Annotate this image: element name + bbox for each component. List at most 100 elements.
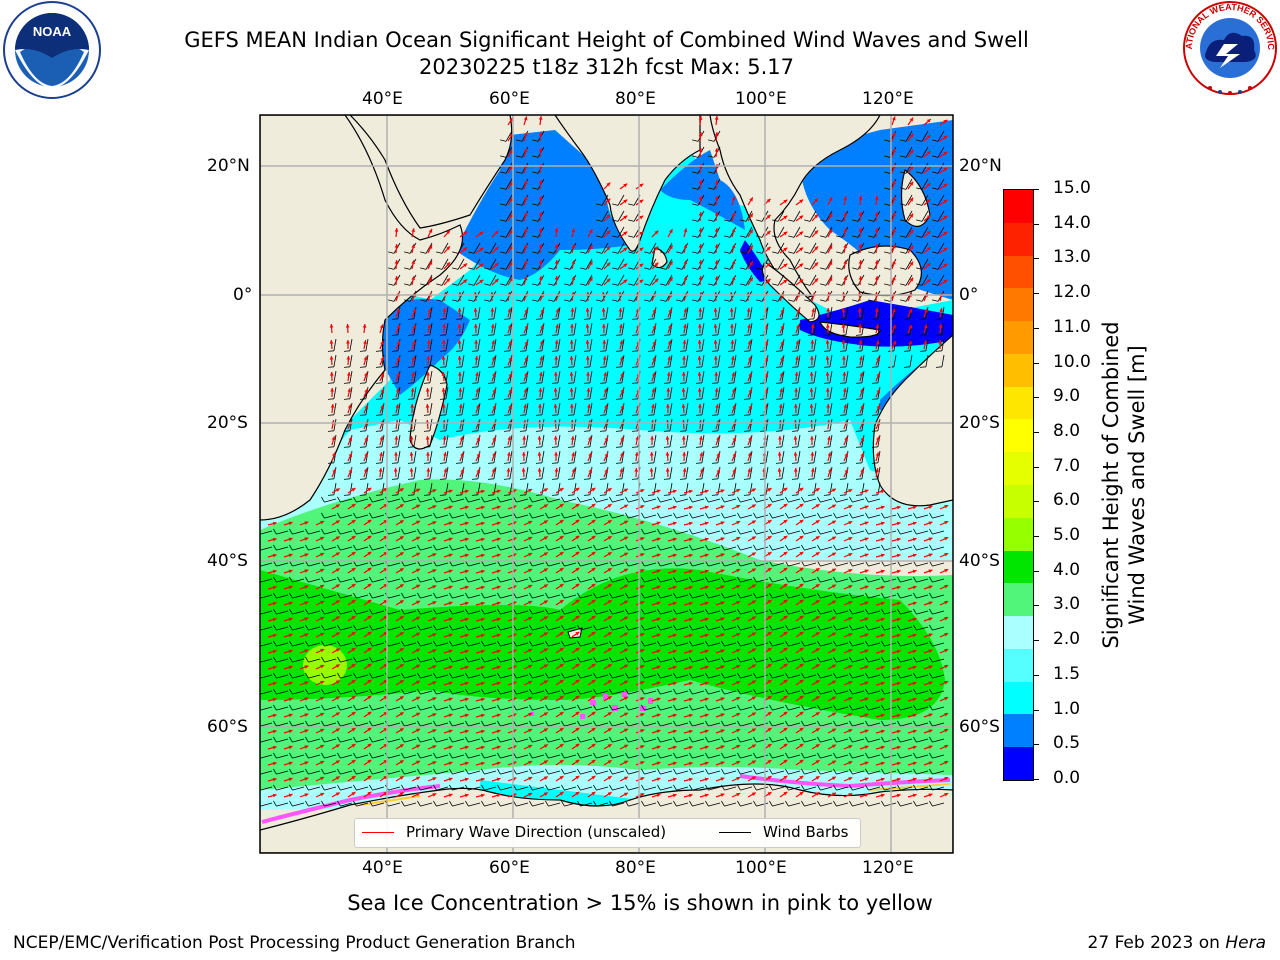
wave-direction-arrow (714, 147, 719, 158)
lon-label-40e-bottom: 40°E (362, 858, 403, 878)
lat-label-40s-left: 40°S (207, 551, 248, 571)
wave-direction-arrow (619, 199, 628, 206)
max-wave-patch (303, 645, 347, 685)
colorbar-segment (1004, 583, 1033, 617)
colorbar-segment (1004, 485, 1033, 519)
wave-direction-arrow (779, 199, 788, 206)
wave-direction-arrow (923, 214, 932, 222)
wave-direction-arrow (554, 227, 559, 238)
colorbar-segment (1004, 648, 1033, 683)
wave-direction-arrow (891, 116, 896, 126)
wave-direction-arrow (795, 199, 804, 206)
wind-barb (596, 226, 609, 238)
wave-direction-arrow (698, 179, 703, 190)
colorbar-tick-mark (1033, 640, 1039, 642)
lat-label-20n-left: 20°N (207, 156, 250, 176)
wind-barb (804, 226, 817, 238)
wind-barb (436, 242, 449, 254)
wind-barb (772, 226, 785, 238)
colorbar-tick-label: 14.0 (1053, 212, 1091, 233)
wave-direction-arrow (603, 230, 611, 238)
wave-direction-arrow (603, 198, 611, 206)
wave-direction-arrow (459, 231, 468, 238)
footer-host: Hera (1225, 933, 1266, 953)
colorbar-tick-mark (1033, 501, 1039, 503)
colorbar-tick-label: 15.0 (1053, 178, 1091, 198)
wave-direction-arrow (491, 230, 499, 238)
wave-direction-arrow (698, 227, 703, 238)
wind-barb (900, 130, 913, 142)
wave-direction-arrow (714, 227, 719, 238)
wave-direction-arrow (923, 166, 932, 174)
bay-of-bengal-blue (660, 150, 745, 230)
colorbar-segment (1004, 321, 1033, 355)
wind-barb (788, 242, 801, 254)
sea-ice-fringe (261, 784, 441, 824)
wind-barb (612, 242, 625, 254)
wave-vector-field (260, 115, 949, 807)
wind-barb (500, 146, 513, 158)
wave-direction-arrow (538, 195, 543, 206)
wave-direction-arrow (874, 196, 879, 206)
sea-ice-note: Sea Ice Concentration > 15% is shown in … (347, 891, 933, 915)
legend-wave-line (362, 832, 394, 833)
wave-direction-arrow (795, 215, 804, 222)
wave-direction-arrow (891, 180, 896, 190)
colorbar-tick-mark (1033, 744, 1039, 746)
colorbar-tick-mark (1033, 709, 1039, 711)
legend-barb-label: Wind Barbs (763, 823, 849, 841)
wind-barb (612, 226, 625, 238)
wave-direction-arrow (858, 195, 863, 206)
colorbar-segment (1004, 714, 1033, 748)
wave-direction-arrow (587, 228, 593, 238)
colorbar-tick-mark (1033, 397, 1039, 399)
legend-wave-label: Primary Wave Direction (unscaled) (406, 823, 667, 841)
wind-barb (932, 130, 945, 142)
wave-direction-arrow (811, 229, 819, 238)
colorbar-title: Significant Height of Combined Wind Wave… (1098, 285, 1158, 685)
wind-barb (932, 146, 945, 158)
wave-direction-arrow (714, 179, 719, 190)
wave-direction-arrow (411, 228, 416, 238)
wave-direction-arrow (603, 182, 611, 190)
wave-direction-arrow (538, 115, 543, 126)
wind-barb (500, 210, 513, 222)
colorbar-tick-mark (1033, 362, 1039, 364)
wind-barb (772, 210, 785, 222)
wave-direction-arrow (538, 131, 543, 142)
wave-direction-arrow (523, 212, 528, 222)
wave-direction-arrow (779, 215, 788, 222)
wind-barb (420, 242, 433, 254)
colorbar-segment (1004, 747, 1033, 781)
wave-direction-arrow (939, 215, 948, 222)
wave-direction-arrow (523, 180, 528, 190)
colorbar-segment (1004, 190, 1033, 224)
colorbar-tick-mark (1033, 674, 1039, 676)
wind-barb (916, 162, 929, 174)
lon-label-80e-bottom: 80°E (615, 858, 656, 878)
lat-label-40s-right: 40°S (959, 551, 1000, 571)
wave-direction-arrow (747, 213, 754, 222)
colorbar-tick-mark (1033, 327, 1039, 329)
borneo-land (848, 245, 922, 297)
colorbar-tick-label: 13.0 (1053, 247, 1091, 268)
wind-barb (820, 242, 833, 254)
colorbar-segment (1004, 288, 1033, 322)
wave-direction-arrow (698, 195, 703, 206)
wave-direction-arrow (827, 212, 833, 222)
wave-direction-arrow (923, 198, 932, 206)
wave-direction-arrow (843, 212, 848, 222)
wind-barb (500, 130, 513, 142)
wave-direction-arrow (923, 134, 932, 142)
wind-barb (820, 226, 833, 238)
wind-barb (788, 226, 801, 238)
wave-direction-arrow (891, 212, 896, 222)
wave-direction-arrow (714, 131, 719, 142)
wave-direction-arrow (538, 147, 543, 158)
wave-direction-arrow (923, 182, 932, 190)
east-africa-blue (380, 298, 470, 395)
wave-direction-arrow (507, 181, 514, 190)
wind-barb (916, 146, 929, 158)
colorbar-tick-mark (1033, 779, 1039, 780)
wave-direction-arrow (939, 151, 948, 158)
